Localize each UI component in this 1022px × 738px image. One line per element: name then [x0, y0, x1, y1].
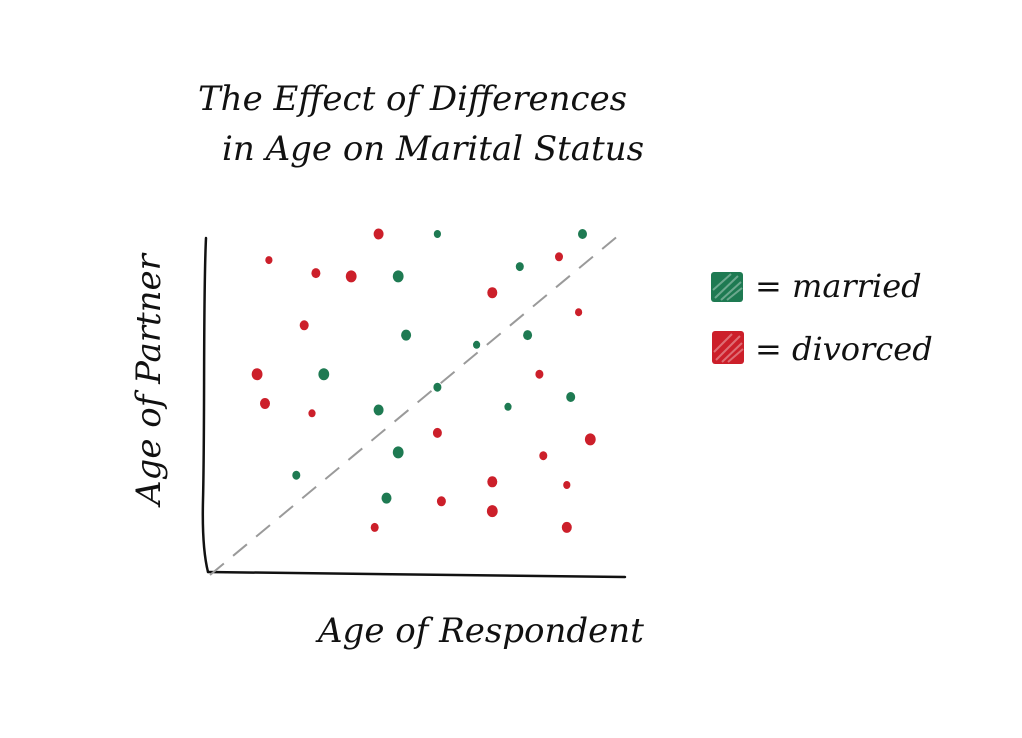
- point-divorced-17: [436, 496, 446, 507]
- point-married-9: [373, 404, 384, 416]
- diagonal-reference-line: [209, 229, 626, 576]
- point-married-14: [381, 492, 392, 504]
- legend-hatch-divorced: [713, 333, 744, 363]
- point-divorced-19: [370, 522, 379, 532]
- point-married-4: [401, 329, 412, 341]
- point-married-11: [566, 392, 576, 402]
- point-divorced-13: [584, 433, 596, 446]
- point-married-1: [578, 229, 587, 239]
- point-divorced-14: [539, 451, 548, 461]
- point-divorced-16: [563, 481, 571, 489]
- point-married-2: [392, 270, 404, 283]
- legend: = married = divorced: [711, 267, 933, 368]
- legend-label-divorced: = divorced: [755, 330, 933, 368]
- point-divorced-9: [535, 369, 544, 379]
- point-divorced-8: [251, 368, 263, 381]
- point-divorced-10: [260, 398, 270, 409]
- chart-title-line2: in Age on Marital Status: [222, 129, 644, 169]
- x-axis-line: [206, 570, 627, 579]
- data-points: [251, 228, 596, 533]
- point-married-0: [433, 230, 441, 238]
- legend-hatch-married: [712, 273, 743, 301]
- point-married-6: [523, 330, 533, 341]
- point-married-8: [433, 382, 442, 392]
- x-axis-label: Age of Respondent: [315, 611, 644, 651]
- point-divorced-4: [555, 252, 563, 262]
- point-divorced-11: [308, 409, 316, 418]
- point-married-5: [473, 340, 481, 349]
- legend-swatch-divorced: [712, 331, 744, 364]
- y-axis-label: Age of Partner: [129, 252, 169, 508]
- point-married-10: [504, 402, 512, 411]
- point-divorced-5: [487, 287, 498, 299]
- point-married-13: [292, 470, 301, 480]
- point-divorced-18: [486, 505, 498, 518]
- point-divorced-3: [345, 270, 357, 283]
- chart-title-line1: The Effect of Differences: [198, 79, 627, 119]
- point-divorced-1: [265, 256, 273, 265]
- legend-label-married: = married: [755, 267, 922, 305]
- point-divorced-7: [299, 320, 309, 331]
- point-married-3: [515, 262, 524, 272]
- point-divorced-2: [311, 268, 321, 279]
- point-divorced-15: [487, 476, 498, 488]
- point-divorced-12: [432, 427, 442, 438]
- point-married-12: [392, 446, 404, 459]
- point-divorced-6: [575, 308, 583, 317]
- legend-swatch-married: [711, 272, 743, 302]
- point-divorced-20: [561, 521, 572, 533]
- point-divorced-0: [373, 228, 384, 240]
- point-married-7: [318, 368, 330, 381]
- y-axis-line: [201, 236, 210, 574]
